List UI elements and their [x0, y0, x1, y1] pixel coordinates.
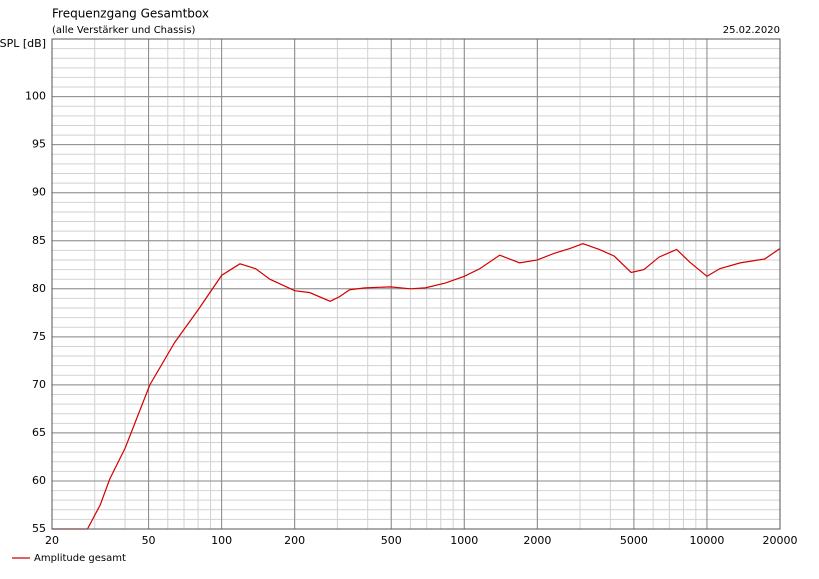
y-tick-label: 70: [32, 378, 46, 391]
x-tick-label: 1000: [450, 534, 478, 547]
y-tick-label: 90: [32, 186, 46, 199]
y-tick-label: 60: [32, 474, 46, 487]
y-axis-label: SPL [dB]: [0, 37, 46, 50]
y-tick-label: 75: [32, 330, 46, 343]
x-tick-label: 200: [284, 534, 305, 547]
x-tick-label: 10000: [689, 534, 724, 547]
plot-frame: [51, 38, 781, 530]
chart-title: Frequenzgang Gesamtbox: [52, 7, 209, 21]
y-tick-label: 80: [32, 282, 46, 295]
x-tick-label: 20000: [763, 534, 798, 547]
y-tick-label: 55: [32, 522, 46, 535]
grid: [51, 39, 781, 530]
x-tick-label: 5000: [620, 534, 648, 547]
x-tick-label: 500: [381, 534, 402, 547]
plot: [52, 243, 781, 530]
y-tick-label: 100: [25, 90, 46, 103]
x-tick-label: 20: [45, 534, 59, 547]
legend-label: Amplitude gesamt: [34, 553, 126, 564]
y-tick-label: 65: [32, 426, 46, 439]
date: 25.02.2020: [723, 25, 780, 36]
y-tick-label: 85: [32, 234, 46, 247]
x-tick-label: 100: [211, 534, 232, 547]
x-tick-label: 2000: [523, 534, 551, 547]
chart-subtitle: (alle Verstärker und Chassis): [52, 25, 196, 36]
line: [52, 243, 781, 530]
x-tick-label: 50: [142, 534, 156, 547]
y-tick-label: 95: [32, 138, 46, 151]
